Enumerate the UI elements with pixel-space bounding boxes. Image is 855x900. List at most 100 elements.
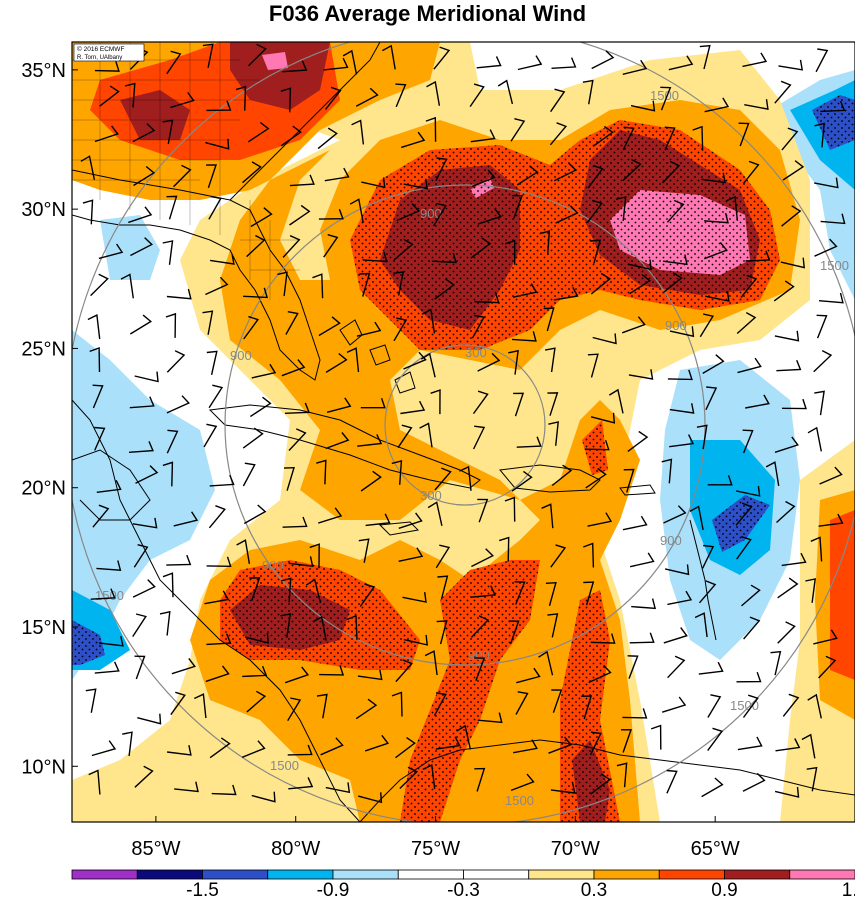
wind-barb — [287, 744, 313, 756]
lat-label-1: 30°N — [21, 199, 66, 221]
wind-barb — [472, 390, 489, 415]
wind-barb — [235, 85, 247, 111]
ring-label-1500-d: 1500 — [270, 758, 299, 773]
colorbar-swatch-7 — [528, 869, 595, 880]
colorbar-label-1: -0.9 — [317, 880, 350, 900]
wind-barb — [242, 462, 256, 487]
ring-label-1500-e: 1500 — [505, 793, 534, 808]
wind-barb — [470, 615, 490, 638]
wind-barb — [134, 765, 154, 788]
wind-barb — [581, 695, 593, 720]
wind-barb — [539, 230, 551, 256]
wind-barb — [165, 312, 177, 338]
wind-barb — [516, 165, 539, 186]
wind-barb — [471, 314, 486, 339]
wind-barb — [704, 242, 728, 260]
wind-barb — [511, 331, 537, 342]
wind-barb — [88, 769, 101, 795]
wind-barb — [707, 694, 722, 718]
wind-barb — [615, 196, 627, 221]
wind-barb — [775, 738, 801, 752]
wind-barb — [514, 581, 526, 605]
wind-barb — [426, 80, 441, 106]
wind-barb — [660, 86, 672, 111]
wind-barb — [515, 691, 529, 715]
wind-barb — [209, 254, 235, 265]
wind-barb — [736, 671, 762, 683]
wind-barb — [391, 459, 403, 485]
lon-label-2: 75°W — [411, 838, 460, 860]
wind-barb — [236, 539, 251, 565]
wind-barb — [166, 395, 190, 414]
wind-barb — [91, 740, 117, 757]
wind-barb — [504, 496, 516, 522]
wind-barb — [741, 584, 761, 607]
wind-barb — [740, 274, 758, 298]
wind-barb — [555, 205, 579, 224]
wind-barb — [206, 100, 232, 112]
wind-barb — [621, 729, 632, 753]
wind-barb — [778, 59, 804, 71]
wind-barb — [777, 577, 799, 599]
wind-barb — [543, 307, 555, 332]
wind-barb — [395, 83, 407, 108]
wind-barb — [663, 254, 688, 266]
wind-barb — [98, 243, 124, 260]
wind-barb — [162, 572, 174, 598]
wind-barb — [317, 127, 338, 150]
lat-label-5: 10°N — [21, 756, 66, 778]
wind-barb — [128, 441, 154, 453]
wind-barb — [516, 436, 542, 448]
wind-barb — [477, 712, 503, 724]
wind-barb — [474, 767, 486, 792]
wind-barb — [382, 44, 396, 70]
wind-barb — [359, 583, 376, 607]
wind-barb — [132, 517, 158, 529]
wind-barb — [92, 384, 104, 409]
wind-barb — [551, 689, 563, 713]
wind-barb — [459, 465, 472, 491]
wind-barb — [284, 666, 310, 684]
wind-barb — [318, 507, 343, 524]
wind-barb — [591, 50, 615, 70]
wind-barb — [425, 116, 437, 142]
wind-barb — [288, 777, 314, 790]
wind-barb — [742, 772, 766, 792]
wind-barb — [243, 287, 269, 299]
wind-barb — [819, 466, 843, 485]
wind-barb — [87, 314, 101, 340]
ring-label-900-d: 900 — [660, 533, 682, 548]
wind-barb — [205, 164, 217, 189]
plot-frame — [71, 41, 855, 823]
range-rings — [72, 42, 855, 822]
wind-barb — [243, 315, 260, 340]
longitude-labels: 85°W 80°W 75°W 70°W 65°W — [131, 816, 740, 860]
colorbar-swatch-0 — [71, 869, 138, 880]
wind-barb — [309, 543, 320, 569]
wind-barb — [395, 659, 413, 683]
wind-barb — [128, 206, 153, 224]
shade-west-blue — [72, 330, 215, 680]
wind-barb — [663, 505, 687, 524]
wind-barb — [781, 127, 799, 151]
wind-barb — [781, 552, 807, 567]
wind-barb — [470, 237, 492, 259]
ring-label-900-a: 900 — [420, 206, 442, 221]
lon-label-4: 65°W — [691, 838, 740, 860]
shade-darkred-nw-2 — [120, 90, 190, 140]
ring-label-900-b: 900 — [230, 348, 252, 363]
wind-barb — [548, 421, 559, 446]
wind-barb — [242, 161, 262, 184]
wind-barb — [434, 467, 452, 491]
wind-barb — [592, 333, 617, 345]
wind-barb — [630, 100, 656, 112]
wind-barb — [208, 384, 224, 409]
wind-barb — [205, 276, 229, 296]
wind-barb — [162, 461, 174, 487]
latitude-labels: 35°N 30°N 25°N 20°N 15°N 10°N — [21, 60, 78, 778]
wind-barb — [807, 426, 822, 452]
wind-barb — [312, 273, 324, 299]
jamaica — [378, 521, 420, 536]
wind-barb — [737, 736, 763, 751]
